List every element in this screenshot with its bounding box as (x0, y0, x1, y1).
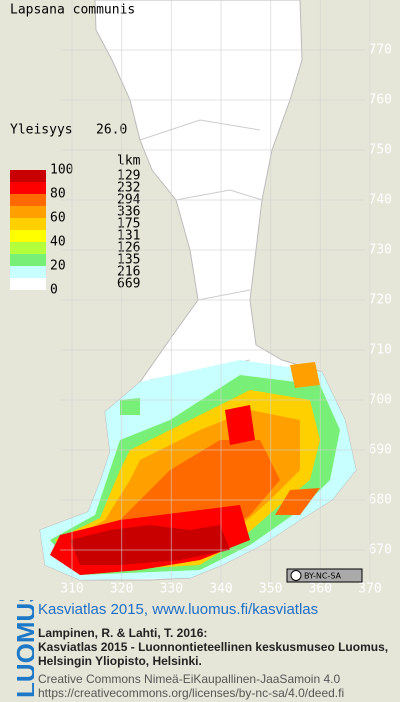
legend-level: 40 (50, 235, 66, 250)
legend-count: 135 (117, 253, 140, 268)
badge-text: BY-NC-SA (304, 572, 342, 581)
legend-swatch (10, 242, 46, 254)
x-tick-label: 370 (358, 582, 381, 596)
legend-count: 232 (117, 181, 140, 196)
legend-count: 669 (117, 277, 140, 292)
y-tick-label: 740 (369, 193, 392, 208)
legend-swatch (10, 254, 46, 266)
license-line: https://creativecommons.org/licenses/by-… (38, 686, 345, 700)
y-tick-label: 690 (369, 443, 392, 458)
y-tick-label: 700 (369, 393, 392, 408)
legend-count: 175 (117, 217, 140, 232)
x-tick-label: 340 (209, 582, 232, 596)
y-tick-label: 730 (369, 243, 392, 258)
license-badge: BY-NC-SA (286, 568, 363, 583)
legend-count: 126 (117, 241, 140, 256)
badge-box (286, 568, 363, 583)
legend-level: 60 (50, 211, 66, 226)
legend-swatch (10, 194, 46, 206)
x-tick-label: 320 (110, 582, 133, 596)
frequency-label: Yleisyys (10, 123, 73, 138)
legend-level: 100 (50, 163, 73, 178)
y-tick-label: 680 (369, 493, 392, 508)
y-tick-label: 670 (369, 543, 392, 558)
x-tick-label: 360 (309, 582, 332, 596)
badge-icon (290, 570, 302, 581)
y-tick-label: 770 (369, 43, 392, 58)
legend-swatch (10, 218, 46, 230)
brand: LUOMUS (11, 600, 34, 698)
x-tick-label: 310 (60, 582, 83, 596)
map-axes: 770 760 750 740 730 720 710 700 690 680 670 310 320 3… (60, 0, 392, 595)
legend-swatch (10, 206, 46, 218)
y-tick-label: 710 (369, 343, 392, 358)
citation-line: Kasviatlas 2015 - Luonnontieteellinen ke… (38, 640, 389, 654)
brand-logo: LUOMUS (11, 600, 34, 698)
legend-swatch (10, 278, 46, 290)
map: Lapsana communis Yleisyys 26.0 lkm 100 80… (10, 0, 392, 595)
citation-line: Lampinen, R. & Lahti, T. 2016: (38, 626, 208, 640)
legend-level: 20 (50, 259, 66, 274)
legend-count: 336 (117, 205, 140, 220)
headline: Kasviatlas 2015, www.luomus.fi/kasviatla… (38, 601, 319, 618)
license-line: Creative Commons Nimeä-EiKaupallinen-Jaa… (38, 672, 341, 686)
legend: 1008060402001292322943361751311261352166… (10, 163, 141, 298)
x-tick-label: 350 (259, 582, 282, 596)
title: Lapsana communis (10, 3, 135, 18)
legend-count: 216 (117, 265, 140, 280)
y-tick-label: 750 (369, 143, 392, 158)
legend-swatch (10, 170, 46, 182)
legend-count: 129 (117, 169, 140, 184)
occurrence-areas (40, 360, 356, 580)
y-tick-label: 760 (369, 93, 392, 108)
legend-level: 80 (50, 187, 66, 202)
frequency-value: 26.0 (96, 123, 127, 138)
x-tick-label: 330 (160, 582, 183, 596)
legend-swatch (10, 182, 46, 194)
legend-swatch (10, 266, 46, 278)
y-tick-label: 720 (369, 293, 392, 308)
citation-line: Helsingin Yliopisto, Helsinki. (38, 654, 202, 668)
legend-level: 0 (50, 283, 58, 298)
legend-swatch (10, 230, 46, 242)
count-header: lkm (117, 154, 141, 169)
legend-count: 131 (117, 229, 140, 244)
